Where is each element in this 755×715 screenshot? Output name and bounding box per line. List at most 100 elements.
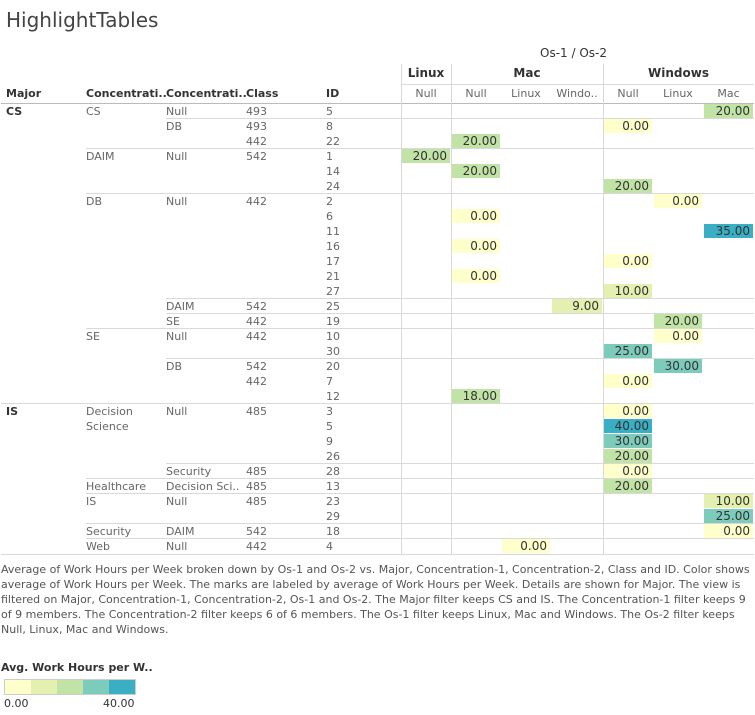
table-cell: 40.00 bbox=[604, 419, 652, 433]
row-id-label: 1 bbox=[326, 150, 333, 163]
row-class-label: 542 bbox=[246, 300, 267, 313]
row-c2-label: DAIM bbox=[166, 525, 195, 538]
table-cell: 25.00 bbox=[604, 344, 652, 358]
row-class-label: 442 bbox=[246, 330, 267, 343]
table-cell: 0.00 bbox=[654, 194, 702, 208]
os2-header-0: Null bbox=[415, 87, 437, 100]
row-class-label: 442 bbox=[246, 135, 267, 148]
row-header-1: Concentrati.. bbox=[86, 87, 167, 100]
row-c2-label: Null bbox=[166, 540, 188, 553]
row-id-label: 17 bbox=[326, 255, 340, 268]
table-cell: 30.00 bbox=[604, 434, 652, 448]
row-id-label: 5 bbox=[326, 105, 333, 118]
c1-group-rule bbox=[86, 148, 754, 149]
row-id-label: 25 bbox=[326, 300, 340, 313]
legend-swatch bbox=[31, 680, 57, 694]
legend-swatch bbox=[57, 680, 83, 694]
header-rule bbox=[1, 103, 754, 104]
os1-header-2: Windows bbox=[648, 66, 709, 80]
row-class-label: 542 bbox=[246, 150, 267, 163]
row-c1-label: Web bbox=[86, 540, 110, 553]
table-cell: 20.00 bbox=[452, 134, 500, 148]
row-class-label: 442 bbox=[246, 315, 267, 328]
legend-title: Avg. Work Hours per W.. bbox=[1, 661, 153, 674]
c2-group-rule bbox=[166, 118, 754, 119]
row-c2-label: Null bbox=[166, 330, 188, 343]
row-id-label: 22 bbox=[326, 135, 340, 148]
row-c2-label: Null bbox=[166, 105, 188, 118]
os2-header-4: Null bbox=[617, 87, 639, 100]
row-id-label: 20 bbox=[326, 360, 340, 373]
row-id-label: 11 bbox=[326, 225, 340, 238]
row-c2-label: DB bbox=[166, 360, 183, 373]
table-cell: 0.00 bbox=[452, 239, 500, 253]
legend-swatch bbox=[5, 680, 31, 694]
row-id-label: 10 bbox=[326, 330, 340, 343]
table-cell: 0.00 bbox=[452, 209, 500, 223]
row-header-2: Concentrati.. bbox=[166, 87, 247, 100]
row-id-label: 16 bbox=[326, 240, 340, 253]
table-cell: 35.00 bbox=[704, 224, 753, 238]
row-id-label: 30 bbox=[326, 345, 340, 358]
os2-header-2: Linux bbox=[511, 87, 541, 100]
row-c2-label: Security bbox=[166, 465, 212, 478]
table-cell: 0.00 bbox=[604, 374, 652, 388]
legend-min-label: 0.00 bbox=[4, 697, 29, 710]
row-class-label: 442 bbox=[246, 375, 267, 388]
row-c2-label: Null bbox=[166, 495, 188, 508]
row-id-label: 19 bbox=[326, 315, 340, 328]
major-group-rule bbox=[1, 403, 754, 404]
os2-header-6: Mac bbox=[717, 87, 740, 100]
row-class-label: 485 bbox=[246, 405, 267, 418]
c1-group-rule bbox=[86, 493, 754, 494]
table-cell: 0.00 bbox=[604, 254, 652, 268]
os-separator bbox=[401, 64, 402, 554]
table-cell: 20.00 bbox=[704, 104, 753, 118]
row-class-label: 442 bbox=[246, 195, 267, 208]
os-header-label: Os-1 / Os-2 bbox=[540, 46, 607, 60]
table-cell: 30.00 bbox=[654, 359, 702, 373]
row-id-label: 14 bbox=[326, 165, 340, 178]
row-c2-label: DAIM bbox=[166, 300, 195, 313]
table-cell: 18.00 bbox=[452, 389, 500, 403]
row-major-label: IS bbox=[6, 405, 19, 418]
row-class-label: 542 bbox=[246, 525, 267, 538]
c1-group-rule bbox=[86, 328, 754, 329]
row-header-0: Major bbox=[6, 87, 42, 100]
os2-header-5: Linux bbox=[663, 87, 693, 100]
row-id-label: 21 bbox=[326, 270, 340, 283]
row-c2-label: Null bbox=[166, 405, 188, 418]
c1-group-rule bbox=[86, 478, 754, 479]
table-cell: 25.00 bbox=[704, 509, 753, 523]
row-class-label: 493 bbox=[246, 120, 267, 133]
color-legend bbox=[4, 679, 136, 695]
legend-swatch bbox=[83, 680, 109, 694]
row-c1-label: SE bbox=[86, 330, 100, 343]
row-class-label: 493 bbox=[246, 105, 267, 118]
row-id-label: 9 bbox=[326, 435, 333, 448]
row-c1-label: DAIM bbox=[86, 150, 115, 163]
row-class-label: 485 bbox=[246, 495, 267, 508]
row-id-label: 24 bbox=[326, 180, 340, 193]
table-cell: 0.00 bbox=[502, 539, 550, 553]
os2-header-3: Windo.. bbox=[556, 87, 598, 100]
row-c2-label: Null bbox=[166, 150, 188, 163]
row-c1-label: DB bbox=[86, 195, 103, 208]
row-header-3: Class bbox=[246, 87, 279, 100]
row-id-label: 18 bbox=[326, 525, 340, 538]
table-cell: 10.00 bbox=[704, 494, 753, 508]
row-id-label: 2 bbox=[326, 195, 333, 208]
row-class-label: 485 bbox=[246, 465, 267, 478]
row-id-label: 26 bbox=[326, 450, 340, 463]
table-cell: 0.00 bbox=[604, 404, 652, 418]
row-class-label: 542 bbox=[246, 360, 267, 373]
c1-group-rule bbox=[86, 538, 754, 539]
os-separator bbox=[603, 64, 604, 554]
page-title: HighlightTables bbox=[6, 8, 159, 32]
row-id-label: 29 bbox=[326, 510, 340, 523]
row-c1-label: IS bbox=[86, 495, 97, 508]
table-bottom-rule bbox=[1, 554, 754, 555]
row-c1-label: CS bbox=[86, 105, 101, 118]
row-id-label: 4 bbox=[326, 540, 333, 553]
c1-group-rule bbox=[86, 523, 754, 524]
